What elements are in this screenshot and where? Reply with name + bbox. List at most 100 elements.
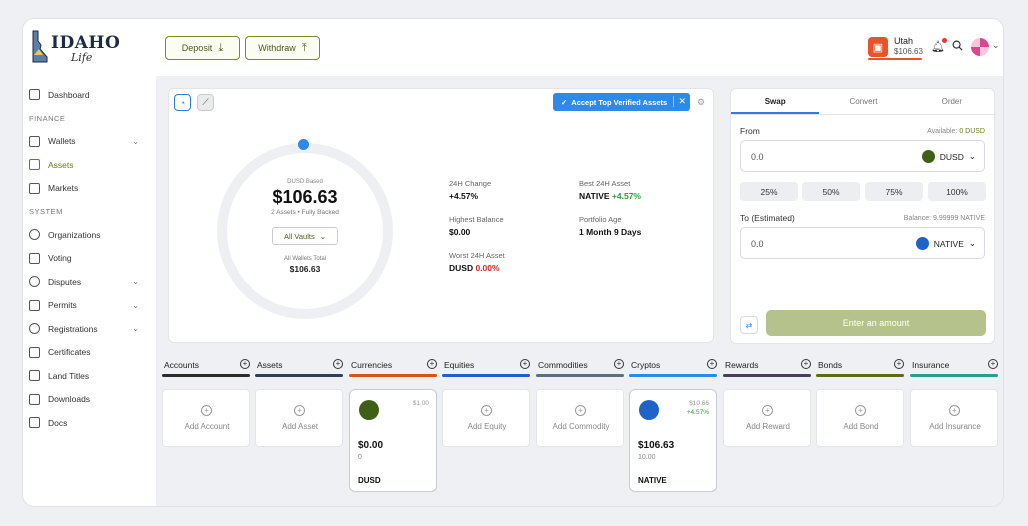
best-asset-name: NATIVE — [579, 191, 610, 201]
add-circle-icon[interactable]: + — [427, 359, 437, 369]
sidebar-item-markets[interactable]: Markets — [29, 177, 149, 201]
add-bond-tile[interactable]: + Add Bond — [816, 389, 904, 447]
add-circle-icon[interactable]: + — [707, 359, 717, 369]
tab-convert[interactable]: Convert — [849, 97, 878, 106]
sidebar-item-permits[interactable]: Permits ⌄ — [29, 294, 149, 318]
add-equity-tile[interactable]: + Add Equity — [442, 389, 530, 447]
add-circle-icon[interactable]: + — [520, 359, 530, 369]
sidebar-item-disputes[interactable]: Disputes ⌄ — [29, 270, 149, 294]
asset-card-native[interactable]: $10.66 +4.57% $106.63 10.00 NATIVE — [629, 389, 717, 492]
arrow-down-icon: ⤓ — [218, 41, 224, 54]
category-accounts: Accounts + — [162, 358, 250, 378]
brand-logo[interactable]: IDAHO Life — [31, 29, 121, 65]
vault-select[interactable]: All Vaults ⌄ — [272, 227, 338, 245]
globe-icon — [29, 323, 40, 335]
sidebar-item-certificates[interactable]: Certificates — [29, 341, 149, 365]
category-bonds: Bonds + — [816, 358, 904, 378]
asset-name: NATIVE — [638, 476, 667, 485]
percent-50-button[interactable]: 50% — [802, 182, 860, 201]
swap-direction-icon[interactable]: ⇄ — [740, 316, 758, 334]
add-circle-icon: + — [762, 405, 773, 416]
add-label: Add Account — [184, 422, 230, 431]
avatar[interactable] — [971, 38, 989, 56]
stat-label: Highest Balance — [449, 215, 504, 224]
line-view-toggle[interactable]: ⟋ — [197, 94, 214, 111]
add-circle-icon[interactable]: + — [894, 359, 904, 369]
voting-icon — [29, 252, 40, 264]
add-label: Add Bond — [843, 422, 879, 431]
enter-amount-button[interactable]: Enter an amount — [766, 310, 986, 336]
percent-100-button[interactable]: 100% — [928, 182, 986, 201]
stat-label: 24H Change — [449, 179, 492, 188]
worst-asset-change: 0.00% — [475, 263, 500, 273]
check-icon: ✓ — [561, 97, 568, 107]
worst-asset-name: DUSD — [449, 263, 474, 273]
sidebar-item-label: Permits — [48, 300, 77, 311]
add-account-tile[interactable]: + Add Account — [162, 389, 250, 447]
to-token-name: NATIVE — [933, 238, 964, 249]
wallet-selector[interactable]: ▣ Utah $106.63 — [868, 35, 923, 60]
native-token-icon — [915, 237, 929, 250]
asset-card-dusd[interactable]: $1.00 $0.00 0 DUSD — [349, 389, 437, 492]
sidebar-item-organizations[interactable]: Organizations — [29, 223, 149, 247]
percent-25-button[interactable]: 25% — [740, 182, 798, 201]
add-circle-icon: + — [481, 405, 492, 416]
category-commodities: Commodities + — [536, 358, 624, 378]
sidebar-item-dashboard[interactable]: Dashboard — [29, 83, 149, 107]
gear-icon[interactable]: ⚙ — [697, 97, 706, 107]
sidebar-item-label: Certificates — [48, 347, 91, 358]
add-label: Add Reward — [745, 422, 791, 431]
sidebar-item-docs[interactable]: Docs — [29, 411, 149, 435]
chevron-down-icon[interactable]: ⌄ — [992, 40, 1000, 50]
category-name: Accounts — [164, 360, 199, 370]
sidebar-item-land-titles[interactable]: Land Titles — [29, 364, 149, 388]
category-assets: Assets + — [255, 358, 343, 378]
search-icon[interactable] — [952, 40, 963, 51]
available-balance: Available: 0 DUSD — [927, 128, 985, 135]
sidebar-item-label: Downloads — [48, 394, 91, 405]
asset-name: DUSD — [358, 476, 381, 485]
close-icon[interactable]: ✕ — [673, 96, 686, 107]
sidebar-item-wallets[interactable]: Wallets ⌄ — [29, 130, 149, 154]
category-name: Bonds — [818, 360, 843, 370]
add-asset-tile[interactable]: + Add Asset — [255, 389, 343, 447]
accept-top-verified-button[interactable]: ✓ Accept Top Verified Assets ✕ — [553, 93, 690, 111]
add-commodity-tile[interactable]: + Add Commodity — [536, 389, 624, 447]
chevron-down-icon: ⌄ — [968, 238, 976, 248]
withdraw-button[interactable]: Withdraw ⤒ — [245, 36, 320, 60]
add-insurance-tile[interactable]: + Add Insurance — [910, 389, 998, 447]
main-content: ◔ ⟋ ✓ Accept Top Verified Assets ✕ ⚙ DUS… — [156, 76, 1003, 506]
sidebar-item-registrations[interactable]: Registrations ⌄ — [29, 317, 149, 341]
from-amount-field[interactable]: 0.0 DUSD ⌄ — [740, 140, 985, 172]
pie-view-toggle[interactable]: ◔ — [174, 94, 191, 111]
add-circle-icon[interactable]: + — [240, 359, 250, 369]
add-circle-icon[interactable]: + — [988, 359, 998, 369]
category-name: Rewards — [725, 360, 759, 370]
to-amount-field[interactable]: 0.0 NATIVE ⌄ — [740, 227, 985, 259]
sidebar-item-assets[interactable]: Assets — [29, 153, 149, 177]
wallet-name: Utah — [894, 36, 914, 46]
category-bar — [255, 374, 343, 377]
withdraw-label: Withdraw — [258, 43, 296, 53]
tab-swap[interactable]: Swap — [731, 89, 820, 114]
add-circle-icon[interactable]: + — [333, 359, 343, 369]
percent-75-button[interactable]: 75% — [865, 182, 923, 201]
idaho-state-icon — [32, 30, 48, 63]
deposit-button[interactable]: Deposit ⤓ — [165, 36, 240, 60]
category-bar — [442, 374, 530, 377]
from-token-select[interactable]: DUSD ⌄ — [921, 150, 976, 163]
swap-card: Swap Convert Order From Available: 0 DUS… — [730, 88, 996, 344]
tab-order[interactable]: Order — [941, 97, 963, 106]
stat-value: 1 Month 9 Days — [579, 227, 642, 237]
sidebar-item-label: Land Titles — [48, 370, 90, 381]
category-bar — [162, 374, 250, 377]
add-circle-icon[interactable]: + — [614, 359, 624, 369]
add-reward-tile[interactable]: + Add Reward — [723, 389, 811, 447]
sidebar-item-voting[interactable]: Voting — [29, 247, 149, 271]
to-token-select[interactable]: NATIVE ⌄ — [915, 237, 976, 250]
add-circle-icon[interactable]: + — [801, 359, 811, 369]
dusd-token-icon — [359, 400, 379, 420]
assets-icon — [29, 159, 40, 171]
bell-icon[interactable]: 🔔︎ — [931, 38, 947, 53]
sidebar-item-downloads[interactable]: Downloads — [29, 388, 149, 412]
